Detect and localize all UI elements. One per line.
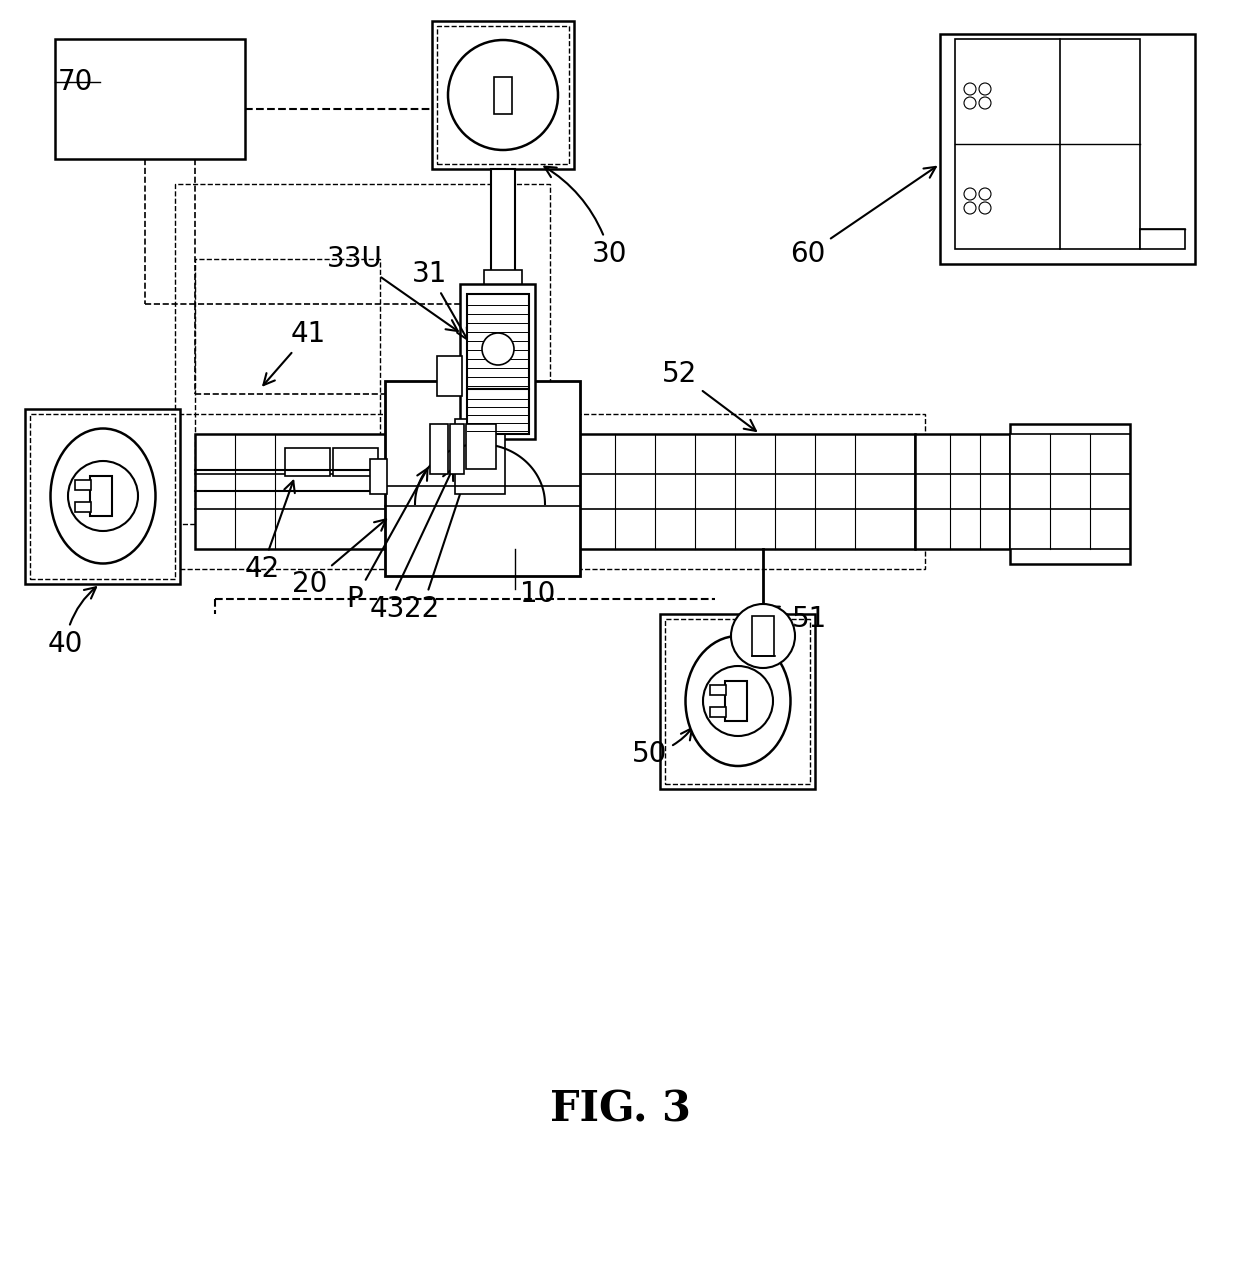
Circle shape bbox=[68, 461, 138, 531]
Text: 41: 41 bbox=[263, 320, 326, 386]
Text: 52: 52 bbox=[662, 360, 756, 431]
Bar bbox=[711, 707, 725, 717]
Bar bbox=[91, 477, 112, 516]
Circle shape bbox=[732, 604, 795, 667]
Circle shape bbox=[448, 40, 558, 150]
Bar bbox=[432, 21, 574, 169]
Bar bbox=[1140, 229, 1185, 249]
Circle shape bbox=[482, 332, 515, 365]
Bar bbox=[436, 27, 569, 164]
Circle shape bbox=[963, 97, 976, 109]
Bar bbox=[955, 39, 1140, 249]
Ellipse shape bbox=[686, 636, 791, 766]
Circle shape bbox=[963, 188, 976, 200]
Text: 33U: 33U bbox=[327, 245, 458, 331]
Circle shape bbox=[703, 666, 773, 736]
Text: 33: 33 bbox=[477, 300, 517, 404]
Text: 70: 70 bbox=[58, 68, 93, 96]
Bar bbox=[384, 380, 580, 576]
Text: 42: 42 bbox=[244, 480, 295, 583]
Bar bbox=[466, 423, 496, 469]
Text: P: P bbox=[347, 469, 428, 613]
Text: 22: 22 bbox=[404, 469, 470, 623]
Circle shape bbox=[980, 97, 991, 109]
Bar bbox=[175, 185, 551, 525]
Bar bbox=[1011, 434, 1130, 549]
Circle shape bbox=[980, 202, 991, 214]
Circle shape bbox=[963, 202, 976, 214]
Bar bbox=[450, 423, 464, 474]
Text: 51: 51 bbox=[768, 605, 827, 633]
Circle shape bbox=[963, 83, 976, 95]
Bar bbox=[660, 614, 815, 789]
Circle shape bbox=[980, 188, 991, 200]
Bar bbox=[455, 418, 505, 494]
Text: 31: 31 bbox=[413, 260, 467, 340]
Ellipse shape bbox=[51, 428, 155, 564]
Text: 10: 10 bbox=[520, 580, 556, 608]
Bar bbox=[491, 169, 515, 284]
Bar bbox=[74, 480, 91, 490]
Bar bbox=[1011, 423, 1130, 564]
Bar bbox=[711, 685, 725, 695]
Bar bbox=[460, 284, 534, 439]
Text: 60: 60 bbox=[790, 167, 936, 268]
Bar bbox=[665, 619, 810, 784]
Bar bbox=[334, 447, 378, 477]
Bar bbox=[915, 434, 1011, 549]
Circle shape bbox=[980, 83, 991, 95]
Text: 40: 40 bbox=[47, 588, 95, 659]
Bar bbox=[725, 681, 746, 720]
Bar bbox=[55, 39, 246, 159]
Bar bbox=[285, 447, 330, 477]
Bar bbox=[484, 270, 522, 289]
Bar bbox=[751, 616, 774, 656]
Bar bbox=[25, 410, 180, 584]
Bar bbox=[195, 434, 915, 549]
Bar bbox=[195, 259, 379, 509]
Text: FIG. 3: FIG. 3 bbox=[549, 1088, 691, 1130]
Bar bbox=[430, 423, 448, 474]
Bar bbox=[467, 295, 529, 389]
Text: 50: 50 bbox=[632, 728, 692, 769]
Bar bbox=[370, 459, 387, 494]
Bar bbox=[74, 502, 91, 512]
Bar bbox=[494, 77, 512, 114]
Text: 20: 20 bbox=[293, 520, 386, 598]
Bar bbox=[165, 415, 925, 569]
Text: 30: 30 bbox=[544, 167, 627, 268]
Bar bbox=[30, 415, 175, 579]
Bar bbox=[436, 356, 463, 396]
Text: 43: 43 bbox=[370, 469, 453, 623]
Bar bbox=[940, 34, 1195, 264]
Bar bbox=[467, 389, 529, 434]
